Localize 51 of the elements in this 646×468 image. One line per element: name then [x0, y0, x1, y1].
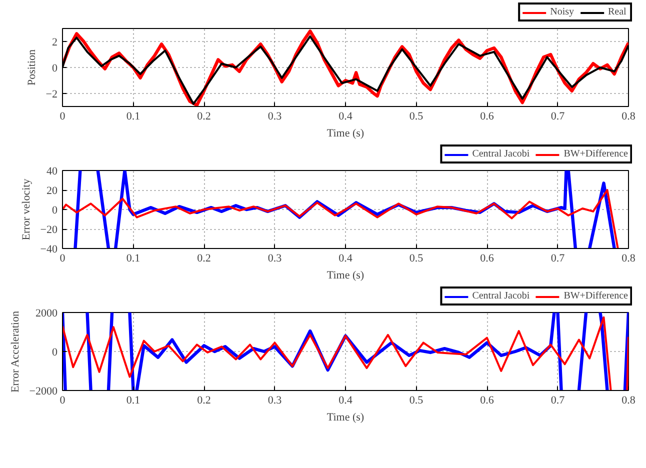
x-tick-label: 0.6	[480, 252, 494, 264]
y-axis-title: Error velocity	[20, 178, 32, 240]
y-tick-label: −20	[40, 224, 58, 236]
y-tick-label: 0	[52, 346, 58, 358]
legend-label: Real	[608, 6, 628, 18]
legend-label: Noisy	[550, 6, 574, 18]
y-tick-label: −40	[40, 244, 58, 256]
x-axis-title: Time (s)	[326, 128, 364, 140]
y-tick-label: −2	[46, 88, 58, 100]
x-tick-label: 0.7	[550, 110, 566, 122]
x-tick-label: 0.4	[338, 394, 353, 406]
y-tick-label: 2	[52, 36, 58, 48]
x-tick-label: 0.8	[622, 394, 636, 406]
y-tick-label: −2000	[29, 386, 58, 398]
x-axis-title: Time (s)	[326, 412, 364, 424]
y-axis-title: Position	[26, 48, 38, 86]
x-tick-label: 0.1	[126, 394, 140, 406]
x-tick-label: 0.5	[409, 110, 424, 122]
x-tick-label: 0.2	[197, 252, 211, 264]
y-tick-label: 0	[52, 204, 58, 216]
legend-label: Central Jacobi	[472, 148, 530, 160]
x-tick-label: 0.8	[622, 110, 636, 122]
y-tick-label: 2000	[36, 308, 58, 320]
x-tick-label: 0	[60, 252, 66, 264]
x-tick-label: 0.3	[268, 110, 282, 122]
y-tick-label: 0	[52, 62, 58, 74]
x-tick-label: 0.7	[550, 394, 566, 406]
y-tick-label: 40	[46, 166, 58, 178]
x-tick-label: 0.5	[409, 252, 424, 264]
x-tick-label: 0.8	[622, 252, 636, 264]
x-tick-label: 0.4	[338, 252, 353, 264]
x-tick-label: 0	[60, 110, 66, 122]
y-tick-label: 20	[46, 185, 58, 197]
x-tick-label: 0.3	[268, 394, 282, 406]
x-axis-title: Time (s)	[326, 270, 364, 282]
x-tick-label: 0.6	[480, 394, 494, 406]
legend-label: Central Jacobi	[472, 290, 530, 302]
y-axis-title: Error Acceleration	[9, 310, 22, 393]
x-tick-label: 0.7	[550, 252, 566, 264]
legend-label: BW+Difference	[564, 290, 628, 302]
x-tick-label: 0.2	[197, 110, 211, 122]
x-tick-label: 0.1	[126, 110, 140, 122]
x-tick-label: 0.1	[126, 252, 140, 264]
legend-label: BW+Difference	[564, 148, 628, 160]
x-tick-label: 0.6	[480, 110, 494, 122]
x-tick-label: 0	[60, 394, 66, 406]
x-tick-label: 0.2	[197, 394, 211, 406]
x-tick-label: 0.4	[338, 110, 353, 122]
x-tick-label: 0.3	[268, 252, 282, 264]
x-tick-label: 0.5	[409, 394, 424, 406]
line-series	[62, 189, 619, 248]
